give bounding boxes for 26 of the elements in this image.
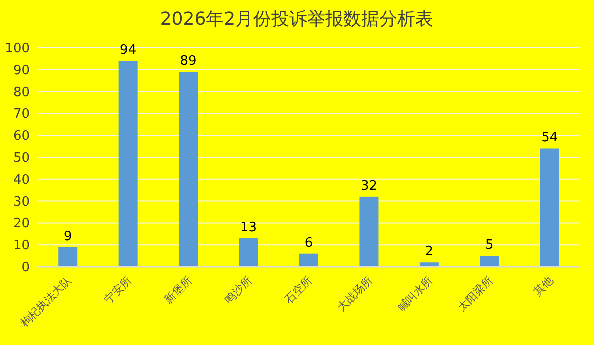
x-tick-label: 喊叫水所 <box>395 274 436 314</box>
x-tick-label: 太阳梁所 <box>455 274 496 314</box>
x-tick-label: 鸣沙所 <box>222 274 255 306</box>
y-tick-label: 100 <box>5 42 30 56</box>
y-tick-label: 20 <box>13 216 30 232</box>
y-tick-label: 30 <box>13 194 30 210</box>
data-label: 2 <box>425 244 434 260</box>
y-tick-label: 0 <box>22 260 30 276</box>
x-tick-label: 其他 <box>531 274 556 299</box>
y-tick-label: 80 <box>13 85 30 100</box>
data-label: 13 <box>240 220 258 236</box>
y-tick-label: 40 <box>13 172 30 188</box>
y-tick-label: 70 <box>13 107 30 122</box>
chart-title: 2026年2月份投诉举报数据分析表 <box>160 9 434 30</box>
x-tick-label: 宁安所 <box>102 274 134 306</box>
y-tick-label: 10 <box>13 238 30 254</box>
data-label: 9 <box>64 229 72 244</box>
data-label: 89 <box>180 54 197 70</box>
x-tick-label: 石空所 <box>282 274 316 306</box>
x-tick-label: 新堡所 <box>162 274 195 306</box>
x-tick-label: 大战场所 <box>335 274 376 314</box>
data-label: 32 <box>360 178 378 194</box>
y-tick-label: 90 <box>13 63 30 78</box>
x-tick-label: 枸杞执法大队 <box>18 274 74 330</box>
y-tick-label: 60 <box>13 129 30 144</box>
y-tick-label: 50 <box>13 151 30 166</box>
